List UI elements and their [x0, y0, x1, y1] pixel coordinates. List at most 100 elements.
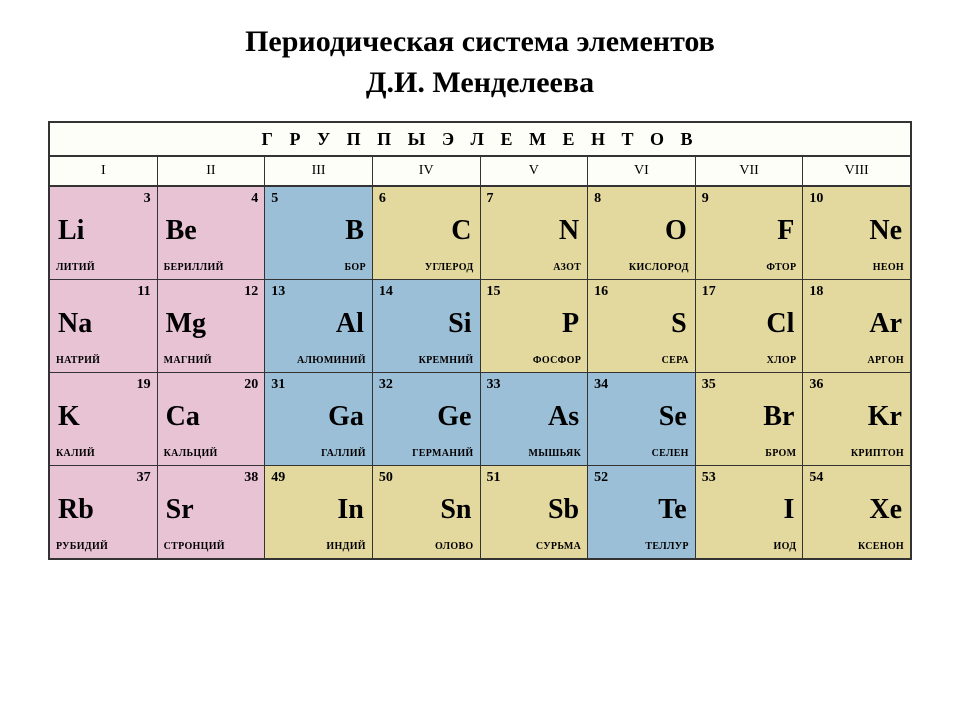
element-name: БРОМ — [765, 448, 796, 459]
element-name: МЫШЬЯК — [529, 448, 582, 459]
element-cell-Be: 4BeБЕРИЛЛИЙ — [158, 187, 266, 279]
element-name: МАГНИЙ — [164, 355, 212, 366]
element-cell-Te: 52TeТЕЛЛУР — [588, 466, 696, 558]
element-number: 31 — [271, 377, 285, 393]
page-title-line2: Д.И. Менделеева — [0, 63, 960, 104]
element-number: 36 — [809, 377, 823, 393]
element-cell-P: 15PФОСФОР — [481, 280, 589, 372]
element-symbol: Li — [58, 215, 84, 247]
element-name: РУБИДИЙ — [56, 541, 108, 552]
element-symbol: Mg — [166, 308, 206, 340]
page: Периодическая система элементов Д.И. Мен… — [0, 0, 960, 720]
element-name: КИСЛОРОД — [629, 262, 689, 273]
element-symbol: Sn — [440, 494, 471, 526]
element-cell-B: 5BБОР — [265, 187, 373, 279]
element-symbol: B — [345, 215, 364, 247]
element-symbol: C — [451, 215, 471, 247]
periodic-table: Г Р У П П Ы Э Л Е М Е Н Т О В IIIIIIIVVV… — [48, 121, 912, 560]
element-cell-Li: 3LiЛИТИЙ — [50, 187, 158, 279]
table-header-label: Г Р У П П Ы Э Л Е М Е Н Т О В — [262, 129, 699, 150]
element-symbol: Rb — [58, 494, 94, 526]
element-name: БЕРИЛЛИЙ — [164, 262, 224, 273]
element-name: АРГОН — [868, 355, 905, 366]
element-symbol: P — [562, 308, 579, 340]
element-name: ТЕЛЛУР — [645, 541, 688, 552]
element-number: 9 — [702, 191, 709, 207]
table-row: 3LiЛИТИЙ4BeБЕРИЛЛИЙ5BБОР6CУГЛЕРОД7NАЗОТ8… — [50, 187, 910, 280]
element-name: ФТОР — [766, 262, 796, 273]
element-name: КРИПТОН — [851, 448, 904, 459]
element-cell-Mg: 12 Mg МАГНИЙ — [158, 280, 266, 372]
element-symbol: Ga — [328, 401, 364, 433]
element-cell-F: 9 F ФТОР — [696, 187, 804, 279]
element-number: 7 — [487, 191, 494, 207]
element-number: 8 — [594, 191, 601, 207]
element-cell-Ga: 31 Ga ГАЛЛИЙ — [265, 373, 373, 465]
element-number: 3 — [144, 191, 151, 207]
element-name: СУРЬМА — [536, 541, 581, 552]
element-number: 11 — [137, 284, 150, 300]
element-number: 35 — [702, 377, 716, 393]
element-name: ИНДИЙ — [326, 541, 366, 552]
element-cell-Ge: 32 Ge ГЕРМАНИЙ — [373, 373, 481, 465]
element-name: КАЛИЙ — [56, 448, 95, 459]
element-cell-Sn: 50SnОЛОВО — [373, 466, 481, 558]
element-number: 32 — [379, 377, 393, 393]
element-number: 33 — [487, 377, 501, 393]
element-number: 19 — [137, 377, 151, 393]
group-number-row: IIIIIIIVVVIVIIVIII — [50, 157, 910, 187]
element-cell-Sb: 51SbСУРЬМА — [481, 466, 589, 558]
element-number: 13 — [271, 284, 285, 300]
element-symbol: As — [548, 401, 579, 433]
element-symbol: O — [665, 215, 687, 247]
table-row: 19KКАЛИЙ20CaКАЛЬЦИЙ 31 Ga ГАЛЛИЙ 32 Ge ГЕРМАНИ… — [50, 373, 910, 466]
element-name: ГАЛЛИЙ — [321, 448, 366, 459]
element-symbol: Be — [166, 215, 197, 247]
element-number: 37 — [137, 470, 151, 486]
element-symbol: Na — [58, 308, 92, 340]
element-number: 17 — [702, 284, 716, 300]
group-header-IV: IV — [373, 157, 481, 185]
element-name: ГЕРМАНИЙ — [412, 448, 473, 459]
element-cell-C: 6 C УГЛЕРОД — [373, 187, 481, 279]
element-name: УГЛЕРОД — [425, 262, 474, 273]
element-name: АЛЮМИНИЙ — [297, 355, 366, 366]
element-number: 50 — [379, 470, 393, 486]
group-header-II: II — [158, 157, 266, 185]
element-name: КАЛЬЦИЙ — [164, 448, 218, 459]
element-number: 6 — [379, 191, 386, 207]
element-symbol: F — [777, 215, 794, 247]
element-name: БОР — [345, 262, 366, 273]
element-symbol: S — [671, 308, 687, 340]
element-name: КСЕНОН — [858, 541, 904, 552]
element-cell-Ar: 18ArАРГОН — [803, 280, 910, 372]
element-cell-Ca: 20CaКАЛЬЦИЙ — [158, 373, 266, 465]
element-cell-K: 19KКАЛИЙ — [50, 373, 158, 465]
element-cell-As: 33 As МЫШЬЯК — [481, 373, 589, 465]
element-cell-Ne: 10NeНЕОН — [803, 187, 910, 279]
element-cell-Al: 13AlАЛЮМИНИЙ — [265, 280, 373, 372]
element-cell-Rb: 37 Rb РУБИДИЙ — [50, 466, 158, 558]
table-body: 3LiЛИТИЙ4BeБЕРИЛЛИЙ5BБОР6CУГЛЕРОД7NАЗОТ8… — [50, 187, 910, 558]
group-header-I: I — [50, 157, 158, 185]
title-block: Периодическая система элементов Д.И. Мен… — [0, 0, 960, 121]
element-cell-Na: 11NaНАТРИЙ — [50, 280, 158, 372]
element-number: 20 — [244, 377, 258, 393]
element-cell-Kr: 36 Kr КРИПТОН — [803, 373, 910, 465]
element-symbol: Kr — [868, 401, 902, 433]
element-symbol: Cl — [766, 308, 794, 340]
element-symbol: Ne — [869, 215, 902, 247]
table-row: 37RbРУБИДИЙ38SrСТРОНЦИЙ49InИНДИЙ50SnОЛОВ… — [50, 466, 910, 558]
element-number: 12 — [244, 284, 258, 300]
element-number: 51 — [487, 470, 501, 486]
element-number: 49 — [271, 470, 285, 486]
element-symbol: Se — [659, 401, 687, 433]
element-symbol: Ge — [437, 401, 471, 433]
element-symbol: Sr — [166, 494, 194, 526]
element-name: ИОД — [774, 541, 797, 552]
element-name: АЗОТ — [553, 262, 581, 273]
element-cell-S: 16SСЕРА — [588, 280, 696, 372]
element-number: 38 — [244, 470, 258, 486]
element-symbol: I — [783, 494, 794, 526]
element-name: СТРОНЦИЙ — [164, 541, 225, 552]
